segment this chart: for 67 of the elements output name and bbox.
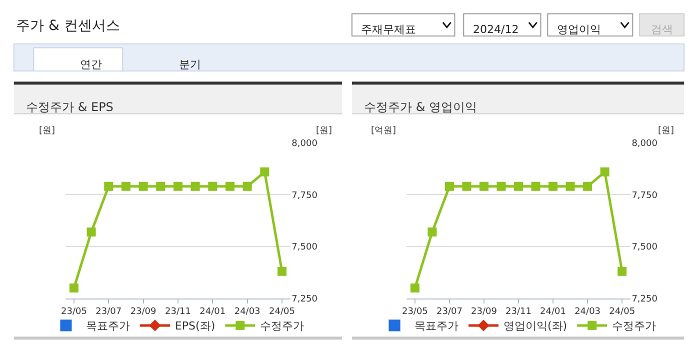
y2-tick-label: 7,750 [632,190,658,201]
legend-label: 수정주가 [612,320,656,333]
point [208,182,218,191]
point [531,182,540,191]
point [600,167,610,176]
x-tick-label: 23/11 [506,307,532,318]
x-tick-label: 24/05 [269,307,295,318]
y2-tick-label: 7,250 [632,294,658,304]
point [444,182,454,191]
point [156,182,166,191]
y-axis-title: [원] [39,126,56,136]
y2-tick-label: 8,000 [632,139,658,150]
chart-title: 수정주가 & 영업이익 [364,100,477,114]
text: 분기 [179,58,201,71]
x-tick-label: 24/01 [200,307,226,318]
legend-label: 목표주가 [414,320,459,333]
y2-tick-label: 8,000 [292,139,318,150]
legend-label: EPS(좌) [174,320,216,333]
point [104,182,114,191]
x-tick-label: 23/09 [471,307,498,318]
y2-tick-label: 7,250 [292,294,318,304]
legend-label: 수정주가 [260,320,304,333]
point [583,182,592,191]
legend-label: 영업이익(좌) [504,320,568,333]
text: 영업이익 [557,23,601,36]
point [190,182,200,191]
point [479,182,488,191]
text: 검색 [651,23,673,36]
text: 주재무제표 [361,23,416,36]
point [277,266,286,276]
y2-axis-title: [원] [658,126,674,136]
y2-tick-label: 7,500 [292,242,318,253]
x-tick-label: 23/05 [402,307,428,318]
point [225,182,234,191]
point [514,182,524,191]
point [173,182,182,191]
y2-tick-label: 7,750 [292,190,318,201]
point [462,182,472,191]
point [121,182,130,191]
y-axis-title: [억원] [371,126,396,136]
text: 2024/12 [473,23,519,36]
point [618,266,627,276]
text: 연간 [80,58,102,71]
x-tick-label: 24/03 [234,307,260,318]
y2-axis-title: [원] [316,126,332,136]
x-tick-label: 23/11 [165,307,191,318]
point [138,182,148,191]
x-tick-label: 23/05 [60,307,87,318]
legend-label: 목표주가 [86,320,130,333]
x-tick-label: 23/07 [436,307,462,318]
text: 주가 & 컨센서스 [16,18,120,34]
x-tick-label: 24/03 [574,307,601,318]
y2-tick-label: 7,500 [632,242,658,253]
point [548,182,558,191]
x-tick-label: 24/01 [540,307,566,318]
point [260,167,270,176]
x-tick-label: 23/09 [130,307,157,318]
x-tick-label: 24/05 [609,307,636,318]
point [410,283,420,292]
point [69,283,78,292]
point [86,228,96,237]
x-tick-label: 23/07 [96,307,122,318]
point [566,182,575,191]
point [242,182,252,191]
point [428,228,437,237]
point [496,182,506,191]
chart-title: 수정주가 & EPS [26,100,114,114]
